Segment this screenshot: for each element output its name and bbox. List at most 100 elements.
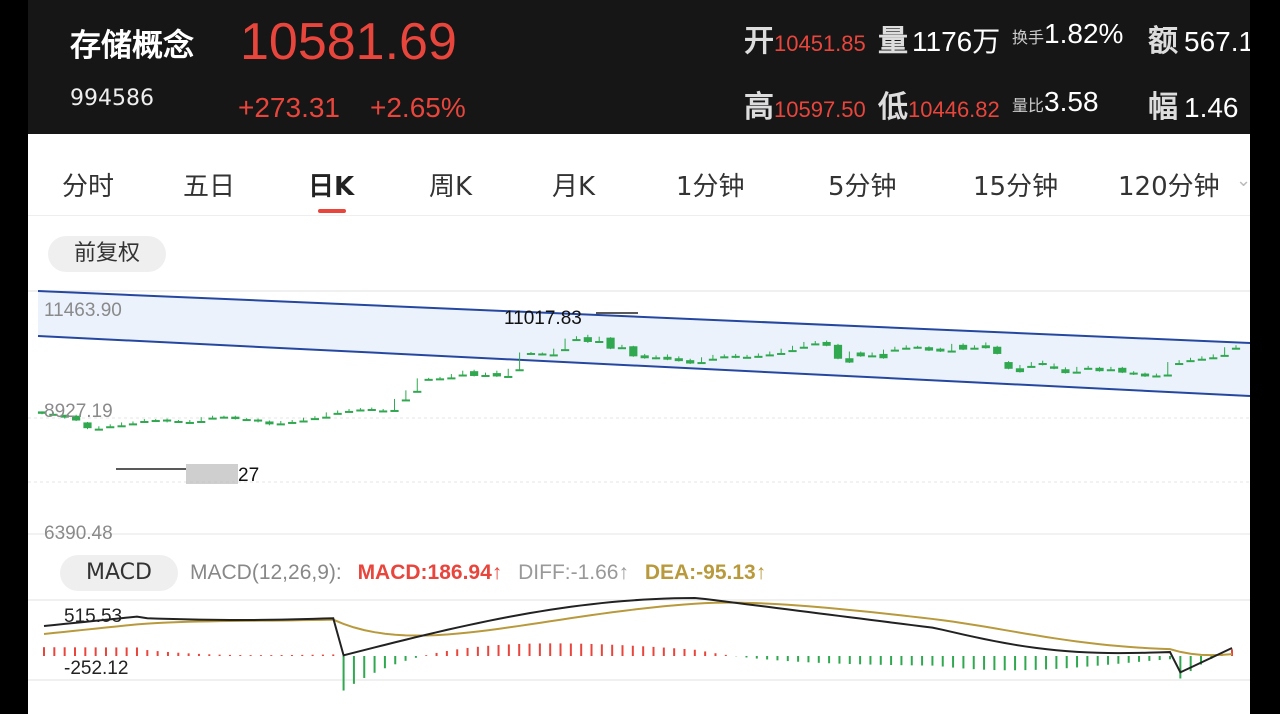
macd-indicator-button[interactable]: MACD bbox=[60, 555, 178, 591]
candle-body bbox=[936, 348, 945, 352]
stat-volume: 量 1176万 bbox=[878, 16, 1000, 60]
candle-body bbox=[162, 419, 172, 422]
stat-vol-ratio: 量比3.58 bbox=[1012, 86, 1099, 118]
stat-turnover-value: 1.82% bbox=[1044, 18, 1124, 49]
dea-line bbox=[43, 601, 1233, 657]
candle-body bbox=[947, 350, 956, 353]
candle-body bbox=[242, 419, 251, 422]
stat-amount: 额 567.1 bbox=[1148, 16, 1250, 60]
stat-amount-value: 567.1 bbox=[1184, 26, 1250, 57]
stat-turnover: 换手1.82% bbox=[1012, 18, 1123, 50]
dea-value: DEA:-95.13↑ bbox=[644, 561, 767, 584]
candle-body bbox=[731, 355, 740, 358]
candle-body bbox=[890, 349, 899, 352]
candle-body bbox=[640, 355, 649, 359]
candle-body bbox=[481, 375, 490, 378]
candle-body bbox=[424, 378, 433, 381]
candle-body bbox=[799, 346, 808, 349]
channel-upper-line bbox=[37, 290, 1250, 344]
tab-intraday[interactable]: 分时 bbox=[62, 172, 115, 202]
candle-body bbox=[1027, 365, 1036, 368]
candle-body bbox=[1163, 374, 1172, 377]
tab-weekly-k[interactable]: 周K bbox=[429, 172, 473, 202]
stat-open-label: 开 bbox=[744, 24, 774, 59]
candle-body bbox=[447, 377, 456, 380]
candle-body bbox=[253, 419, 263, 422]
tab-monthly-k[interactable]: 月K bbox=[552, 172, 596, 202]
candle-body bbox=[697, 362, 706, 365]
chevron-down-icon[interactable]: ⌄ bbox=[1236, 170, 1250, 191]
macd-chart[interactable]: 515.53 -252.12 bbox=[28, 596, 1250, 714]
candle-body bbox=[60, 414, 69, 418]
candle-body bbox=[515, 369, 524, 372]
candle-body bbox=[742, 356, 752, 359]
tab-daily-k[interactable]: 日K bbox=[308, 172, 355, 202]
candle-body bbox=[1220, 354, 1229, 357]
stat-amplitude-value: 1.46 bbox=[1184, 92, 1239, 123]
candle-body bbox=[504, 375, 513, 378]
candle-body bbox=[595, 340, 604, 343]
candle-body bbox=[811, 343, 820, 346]
stat-low-value: 10446.82 bbox=[908, 97, 1000, 122]
candle-body bbox=[663, 356, 672, 360]
candle-body bbox=[560, 349, 570, 352]
max-annotation: 11017.83 bbox=[504, 308, 582, 329]
stat-high-label: 高 bbox=[744, 90, 774, 125]
candle-body bbox=[754, 355, 763, 358]
candle-body bbox=[185, 421, 194, 424]
last-price: 10581.69 bbox=[240, 13, 457, 71]
blurred-mask bbox=[186, 464, 238, 484]
candle-body bbox=[924, 347, 934, 351]
candle-body bbox=[117, 425, 126, 428]
candle-body bbox=[1061, 369, 1070, 374]
candle-body bbox=[674, 358, 683, 362]
candle-body bbox=[1015, 368, 1025, 373]
candle-body bbox=[94, 428, 103, 431]
candle-body bbox=[401, 399, 410, 402]
tab-120min[interactable]: 120分钟 bbox=[1118, 172, 1220, 202]
candle-body bbox=[83, 422, 92, 429]
candle-body bbox=[583, 337, 592, 342]
candle-body bbox=[538, 353, 547, 356]
candle-body bbox=[1231, 347, 1241, 350]
candle-body bbox=[549, 354, 558, 357]
tab-1min[interactable]: 1分钟 bbox=[676, 172, 745, 202]
app-window: 存储概念 994586 10581.69 +273.31 +2.65% 开104… bbox=[28, 0, 1250, 714]
candle-body bbox=[1152, 375, 1161, 378]
candle-body bbox=[958, 344, 968, 350]
stat-low-label: 低 bbox=[878, 90, 908, 125]
candle-body bbox=[356, 409, 365, 412]
y-label-mid: 8927.19 bbox=[44, 401, 113, 422]
candle-body bbox=[629, 346, 638, 357]
y-label-top: 11463.90 bbox=[44, 300, 122, 321]
adjust-mode-button[interactable]: 前复权 bbox=[48, 236, 166, 272]
candle-body bbox=[49, 413, 58, 416]
candle-body bbox=[1049, 366, 1059, 369]
candle-body bbox=[902, 347, 911, 350]
candle-body bbox=[231, 416, 240, 420]
candle-body bbox=[788, 350, 797, 353]
stat-amplitude-label: 幅 bbox=[1148, 90, 1178, 125]
candle-body bbox=[1186, 360, 1195, 363]
candle-body bbox=[344, 410, 354, 413]
stat-low: 低10446.82 bbox=[878, 82, 1000, 126]
candle-body bbox=[265, 421, 274, 425]
candle-body bbox=[833, 344, 843, 359]
candle-body bbox=[526, 352, 536, 355]
quote-header: 存储概念 994586 10581.69 +273.31 +2.65% 开104… bbox=[28, 0, 1250, 134]
stat-amplitude: 幅 1.46 bbox=[1148, 82, 1239, 126]
tab-five-day[interactable]: 五日 bbox=[183, 172, 236, 202]
candle-body bbox=[708, 358, 718, 361]
candle-body bbox=[617, 347, 627, 350]
candle-body bbox=[492, 373, 501, 377]
candle-body bbox=[1129, 372, 1138, 375]
candle-body bbox=[288, 421, 297, 424]
candle-body bbox=[208, 417, 217, 420]
candle-body bbox=[720, 356, 729, 359]
candle-body bbox=[777, 352, 786, 355]
candlestick-chart[interactable]: 11463.90 8927.19 6390.48 11017.83 27 bbox=[28, 286, 1250, 548]
min-annotation: 27 bbox=[238, 465, 259, 486]
tab-15min[interactable]: 15分钟 bbox=[973, 172, 1059, 202]
candle-body bbox=[299, 420, 308, 423]
tab-5min[interactable]: 5分钟 bbox=[828, 172, 897, 202]
